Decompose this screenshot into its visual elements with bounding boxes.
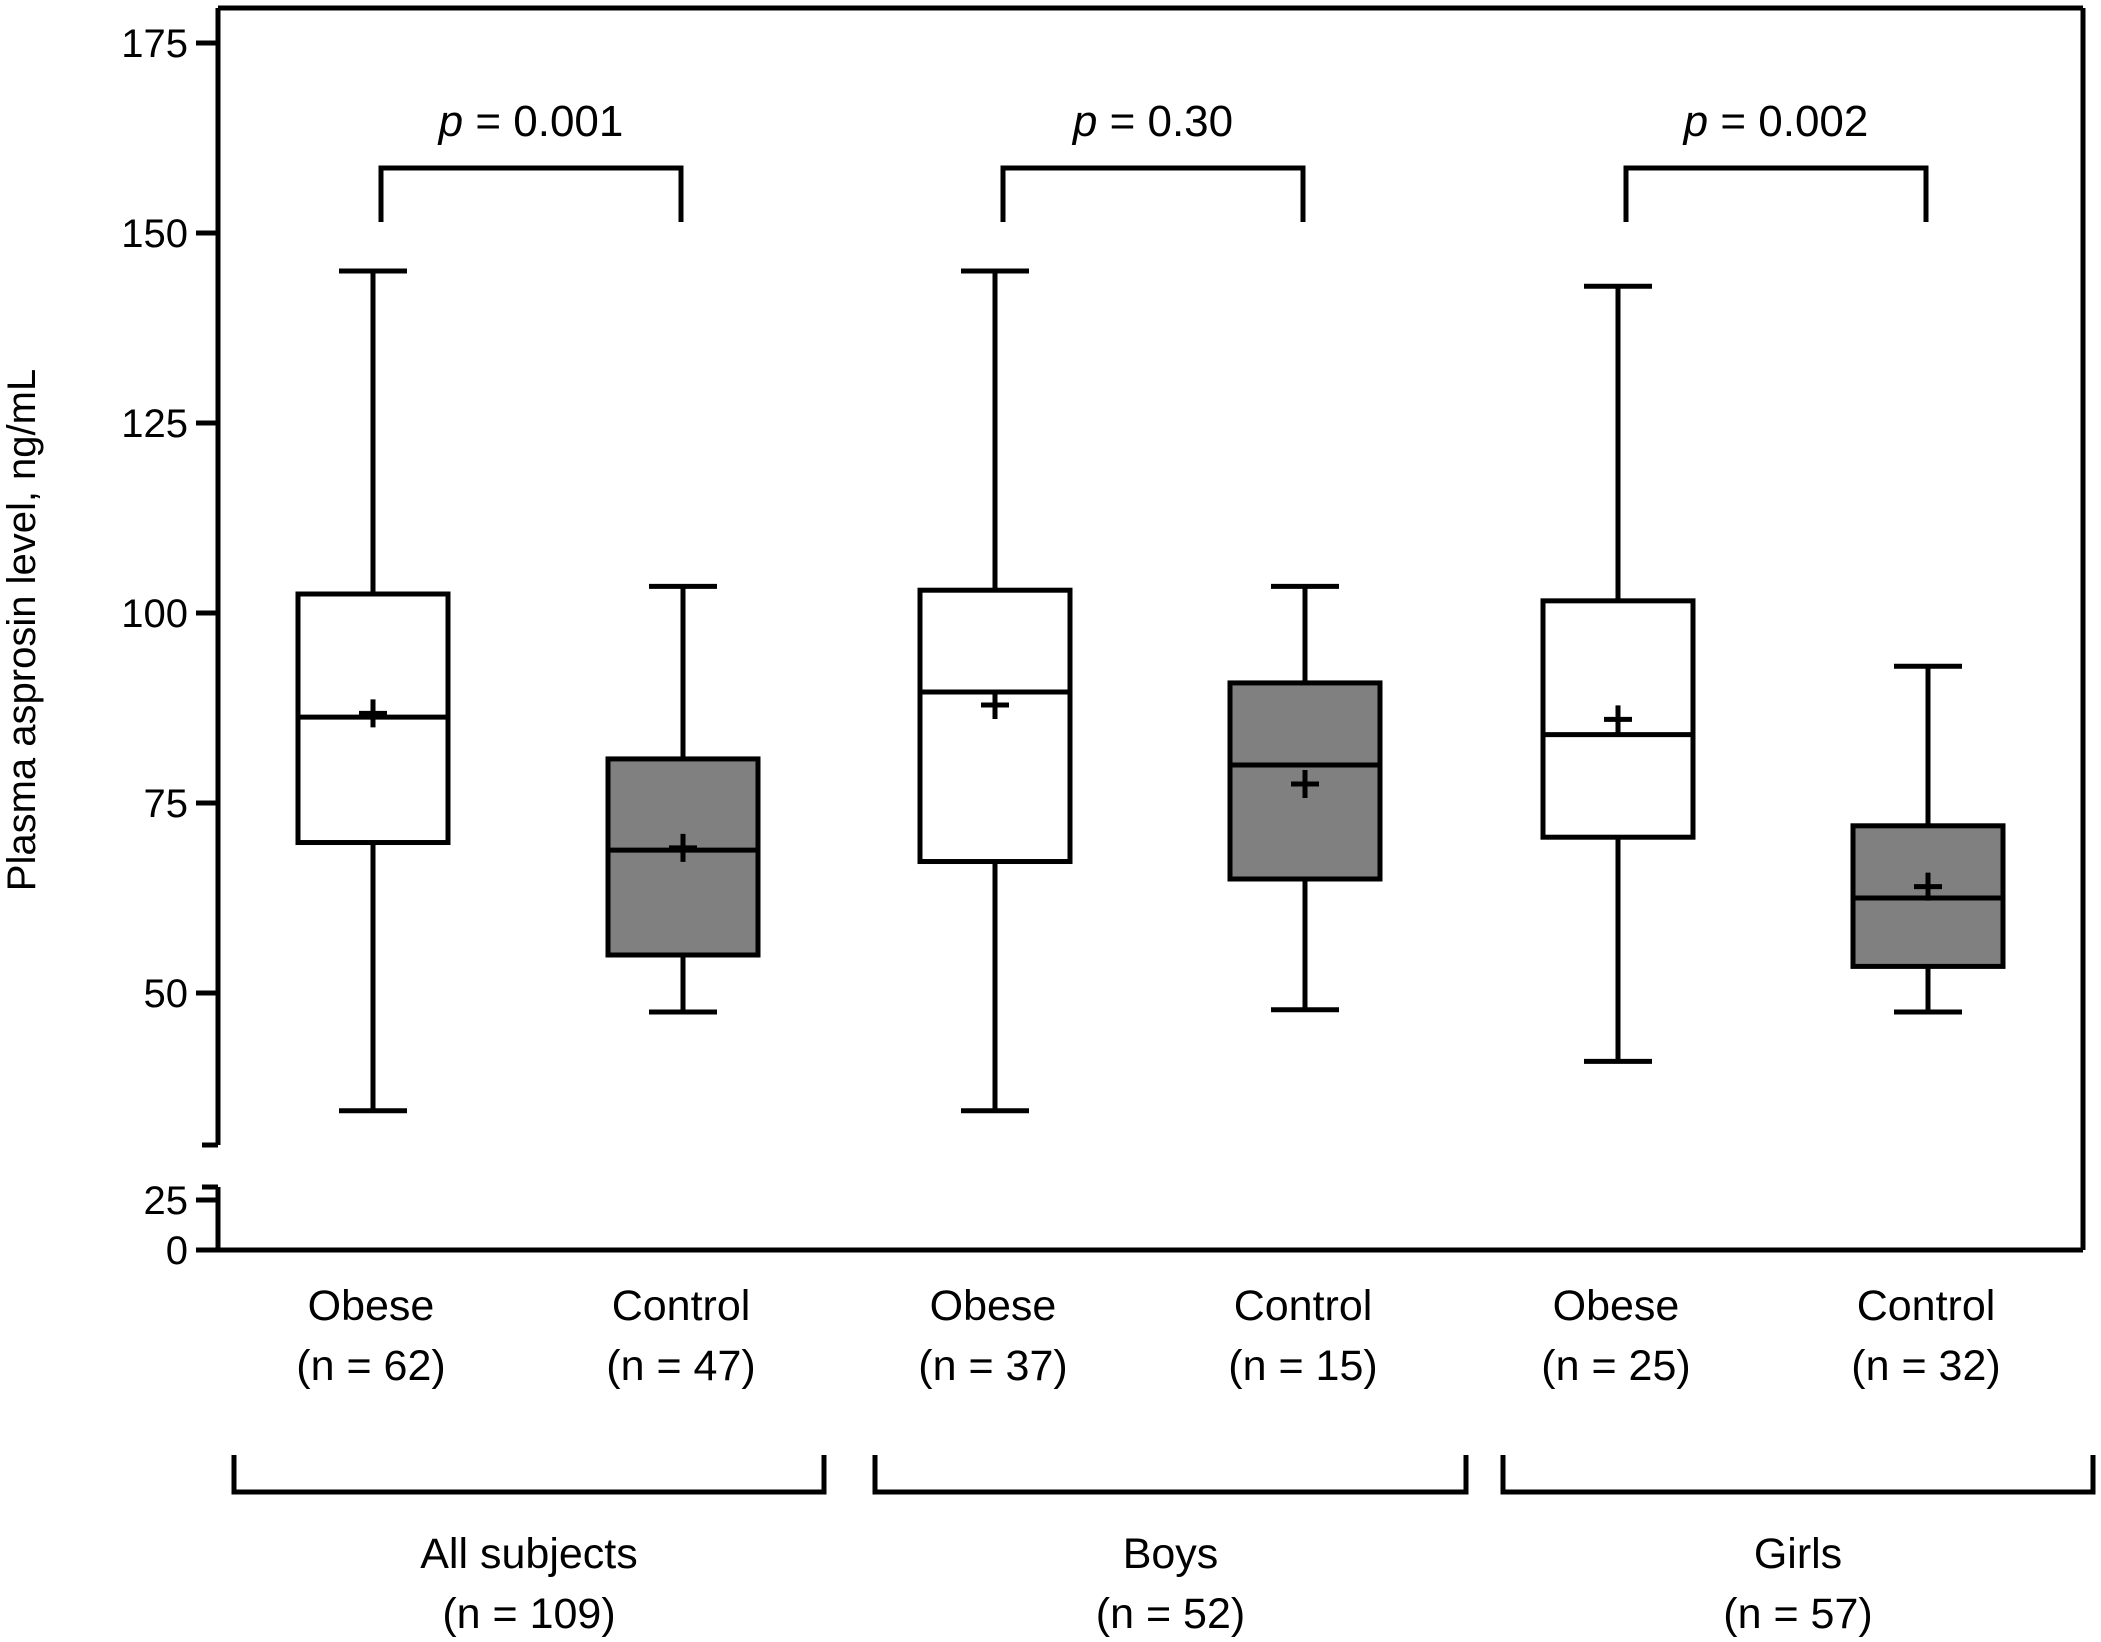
mean-marker (1914, 872, 1942, 901)
group-bracket (231, 1455, 827, 1495)
p-value-label: p = 0.001 (437, 97, 624, 146)
y-tick-label: 50 (144, 972, 189, 1016)
comparison-2: p = 0.30 (1000, 97, 1306, 222)
group-1: All subjects (n = 109) (231, 1455, 827, 1638)
category-n-label: (n = 15) (1228, 1342, 1377, 1390)
y-tick-label: 100 (121, 592, 188, 636)
group-n-label: (n = 52) (1096, 1590, 1245, 1638)
category-label: Control (1857, 1282, 1996, 1330)
p-symbol: p (437, 97, 463, 146)
group-bracket (1500, 1455, 2096, 1495)
significance-bracket (378, 165, 684, 222)
p-symbol: p (1071, 97, 1097, 146)
category-n-label: (n = 62) (296, 1342, 445, 1390)
p-value: = 0.001 (463, 97, 623, 146)
iqr-box (605, 756, 761, 958)
y-axis: 0 25 50 75 100 125 150 175 (121, 22, 218, 1273)
category-n-label: (n = 25) (1541, 1342, 1690, 1390)
p-value: = 0.30 (1097, 97, 1233, 146)
group-n-label: (n = 109) (442, 1590, 615, 1638)
group-label: All subjects (420, 1530, 637, 1578)
y-tick-label: 175 (121, 22, 188, 66)
box-5 (1540, 283, 1696, 1064)
mean-marker (359, 699, 387, 728)
group-n-label: (n = 57) (1723, 1590, 1872, 1638)
box-2 (605, 583, 761, 1015)
comparison-3: p = 0.002 (1623, 97, 1929, 222)
box-3 (917, 268, 1073, 1114)
y-tick-label: 125 (121, 402, 188, 446)
category-label: Obese (930, 1282, 1057, 1330)
p-value: = 0.002 (1708, 97, 1868, 146)
y-tick-label: 0 (166, 1229, 188, 1273)
iqr-box (917, 587, 1073, 865)
mean-marker (981, 690, 1009, 719)
mean-marker (669, 833, 697, 862)
y-tick-label: 25 (144, 1179, 189, 1223)
group-label: Boys (1123, 1530, 1219, 1578)
category-n-label: (n = 47) (606, 1342, 755, 1390)
y-tick-label: 150 (121, 212, 188, 256)
category-n-label: (n = 32) (1851, 1342, 2000, 1390)
y-axis-title: Plasma asprosin level, ng/mL (0, 369, 44, 891)
group-3: Girls (n = 57) (1500, 1455, 2096, 1638)
box-4 (1227, 583, 1383, 1013)
p-value-label: p = 0.002 (1682, 97, 1869, 146)
mean-marker (1291, 770, 1319, 798)
p-value-label: p = 0.30 (1071, 97, 1233, 146)
category-label: Obese (1553, 1282, 1680, 1330)
significance-bracket (1000, 165, 1306, 222)
p-symbol: p (1682, 97, 1708, 146)
box-1 (295, 268, 451, 1114)
category-label: Obese (308, 1282, 435, 1330)
comparison-1: p = 0.001 (378, 97, 684, 222)
significance-bracket (1623, 165, 1929, 222)
box-6 (1850, 663, 2006, 1015)
category-label: Control (1234, 1282, 1373, 1330)
category-n-label: (n = 37) (918, 1342, 1067, 1390)
y-tick-label: 75 (144, 782, 189, 826)
mean-marker (1604, 705, 1632, 734)
group-2: Boys (n = 52) (872, 1455, 1469, 1638)
group-label: Girls (1754, 1530, 1842, 1578)
plot-frame (202, 5, 2086, 1253)
category-label: Control (612, 1282, 751, 1330)
group-bracket (872, 1455, 1469, 1495)
